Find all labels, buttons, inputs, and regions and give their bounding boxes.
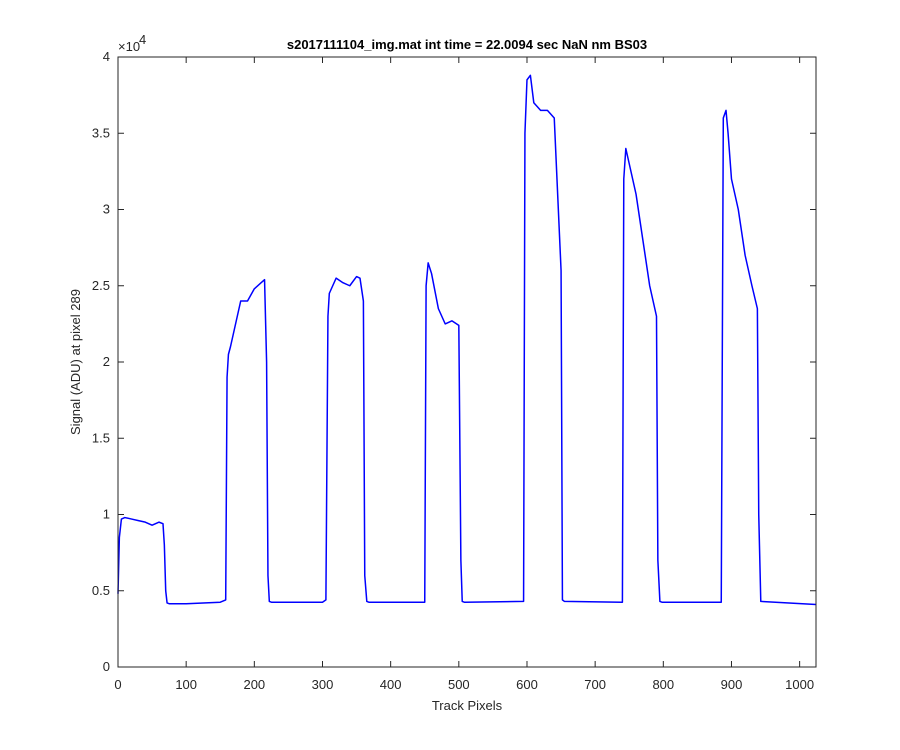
y-tick-label: 1 <box>103 507 110 522</box>
x-axis-ticks: 0 100 200 300 400 500 600 700 800 900 1000 <box>114 57 814 692</box>
x-tick-label: 600 <box>516 677 538 692</box>
y-exponent-power: 4 <box>139 32 146 47</box>
y-tick-label: 2 <box>103 354 110 369</box>
x-tick-label: 200 <box>243 677 265 692</box>
x-tick-label: 500 <box>448 677 470 692</box>
y-tick-label: 0 <box>103 659 110 674</box>
y-tick-label: 2.5 <box>92 278 110 293</box>
x-tick-label: 100 <box>175 677 197 692</box>
series-line-0 <box>117 74 817 606</box>
y-axis-label: Signal (ADU) at pixel 289 <box>68 289 83 435</box>
x-tick-label: 0 <box>114 677 121 692</box>
y-exponent-base: ×10 <box>118 39 140 54</box>
y-tick-label: 0.5 <box>92 583 110 598</box>
y-tick-label: 3 <box>103 202 110 217</box>
x-axis-label: Track Pixels <box>432 698 503 713</box>
axes-background <box>118 57 816 667</box>
x-tick-label: 300 <box>312 677 334 692</box>
x-tick-label: 800 <box>652 677 674 692</box>
x-tick-label: 900 <box>721 677 743 692</box>
chart-title: s2017111104_img.mat int time = 22.0094 s… <box>287 37 647 52</box>
x-tick-label: 700 <box>584 677 606 692</box>
x-tick-label: 1000 <box>785 677 814 692</box>
y-tick-label: 3.5 <box>92 125 110 140</box>
plot-area: 0 100 200 300 400 500 600 700 800 900 1000 0 0.5 1 1.… <box>92 49 817 692</box>
y-tick-label: 1.5 <box>92 430 110 445</box>
line-layer <box>117 74 817 606</box>
y-axis-ticks: 0 0.5 1 1.5 2 2.5 3 3.5 4 <box>92 49 816 674</box>
y-tick-label: 4 <box>103 49 110 64</box>
x-tick-label: 400 <box>380 677 402 692</box>
